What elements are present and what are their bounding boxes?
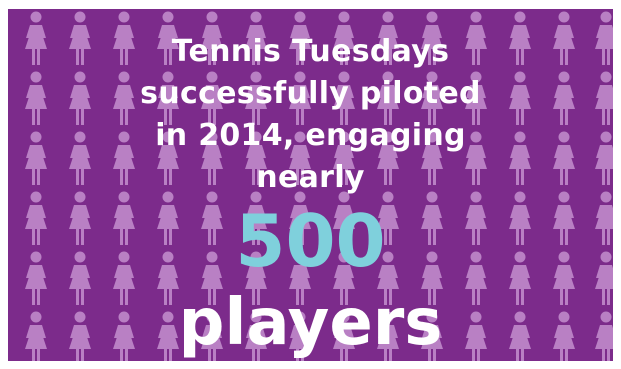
headline-line-4: nearly bbox=[256, 160, 365, 195]
highlight-number: 500 bbox=[235, 199, 386, 283]
infographic-card: Tennis Tuesdays successfully piloted in … bbox=[8, 9, 613, 361]
headline-line-2: successfully piloted bbox=[140, 76, 481, 111]
headline-line-3: in 2014, engaging bbox=[155, 118, 466, 153]
highlight-unit: players bbox=[178, 286, 443, 360]
headline: Tennis Tuesdays successfully piloted in … bbox=[8, 31, 613, 199]
headline-line-1: Tennis Tuesdays bbox=[171, 34, 450, 69]
